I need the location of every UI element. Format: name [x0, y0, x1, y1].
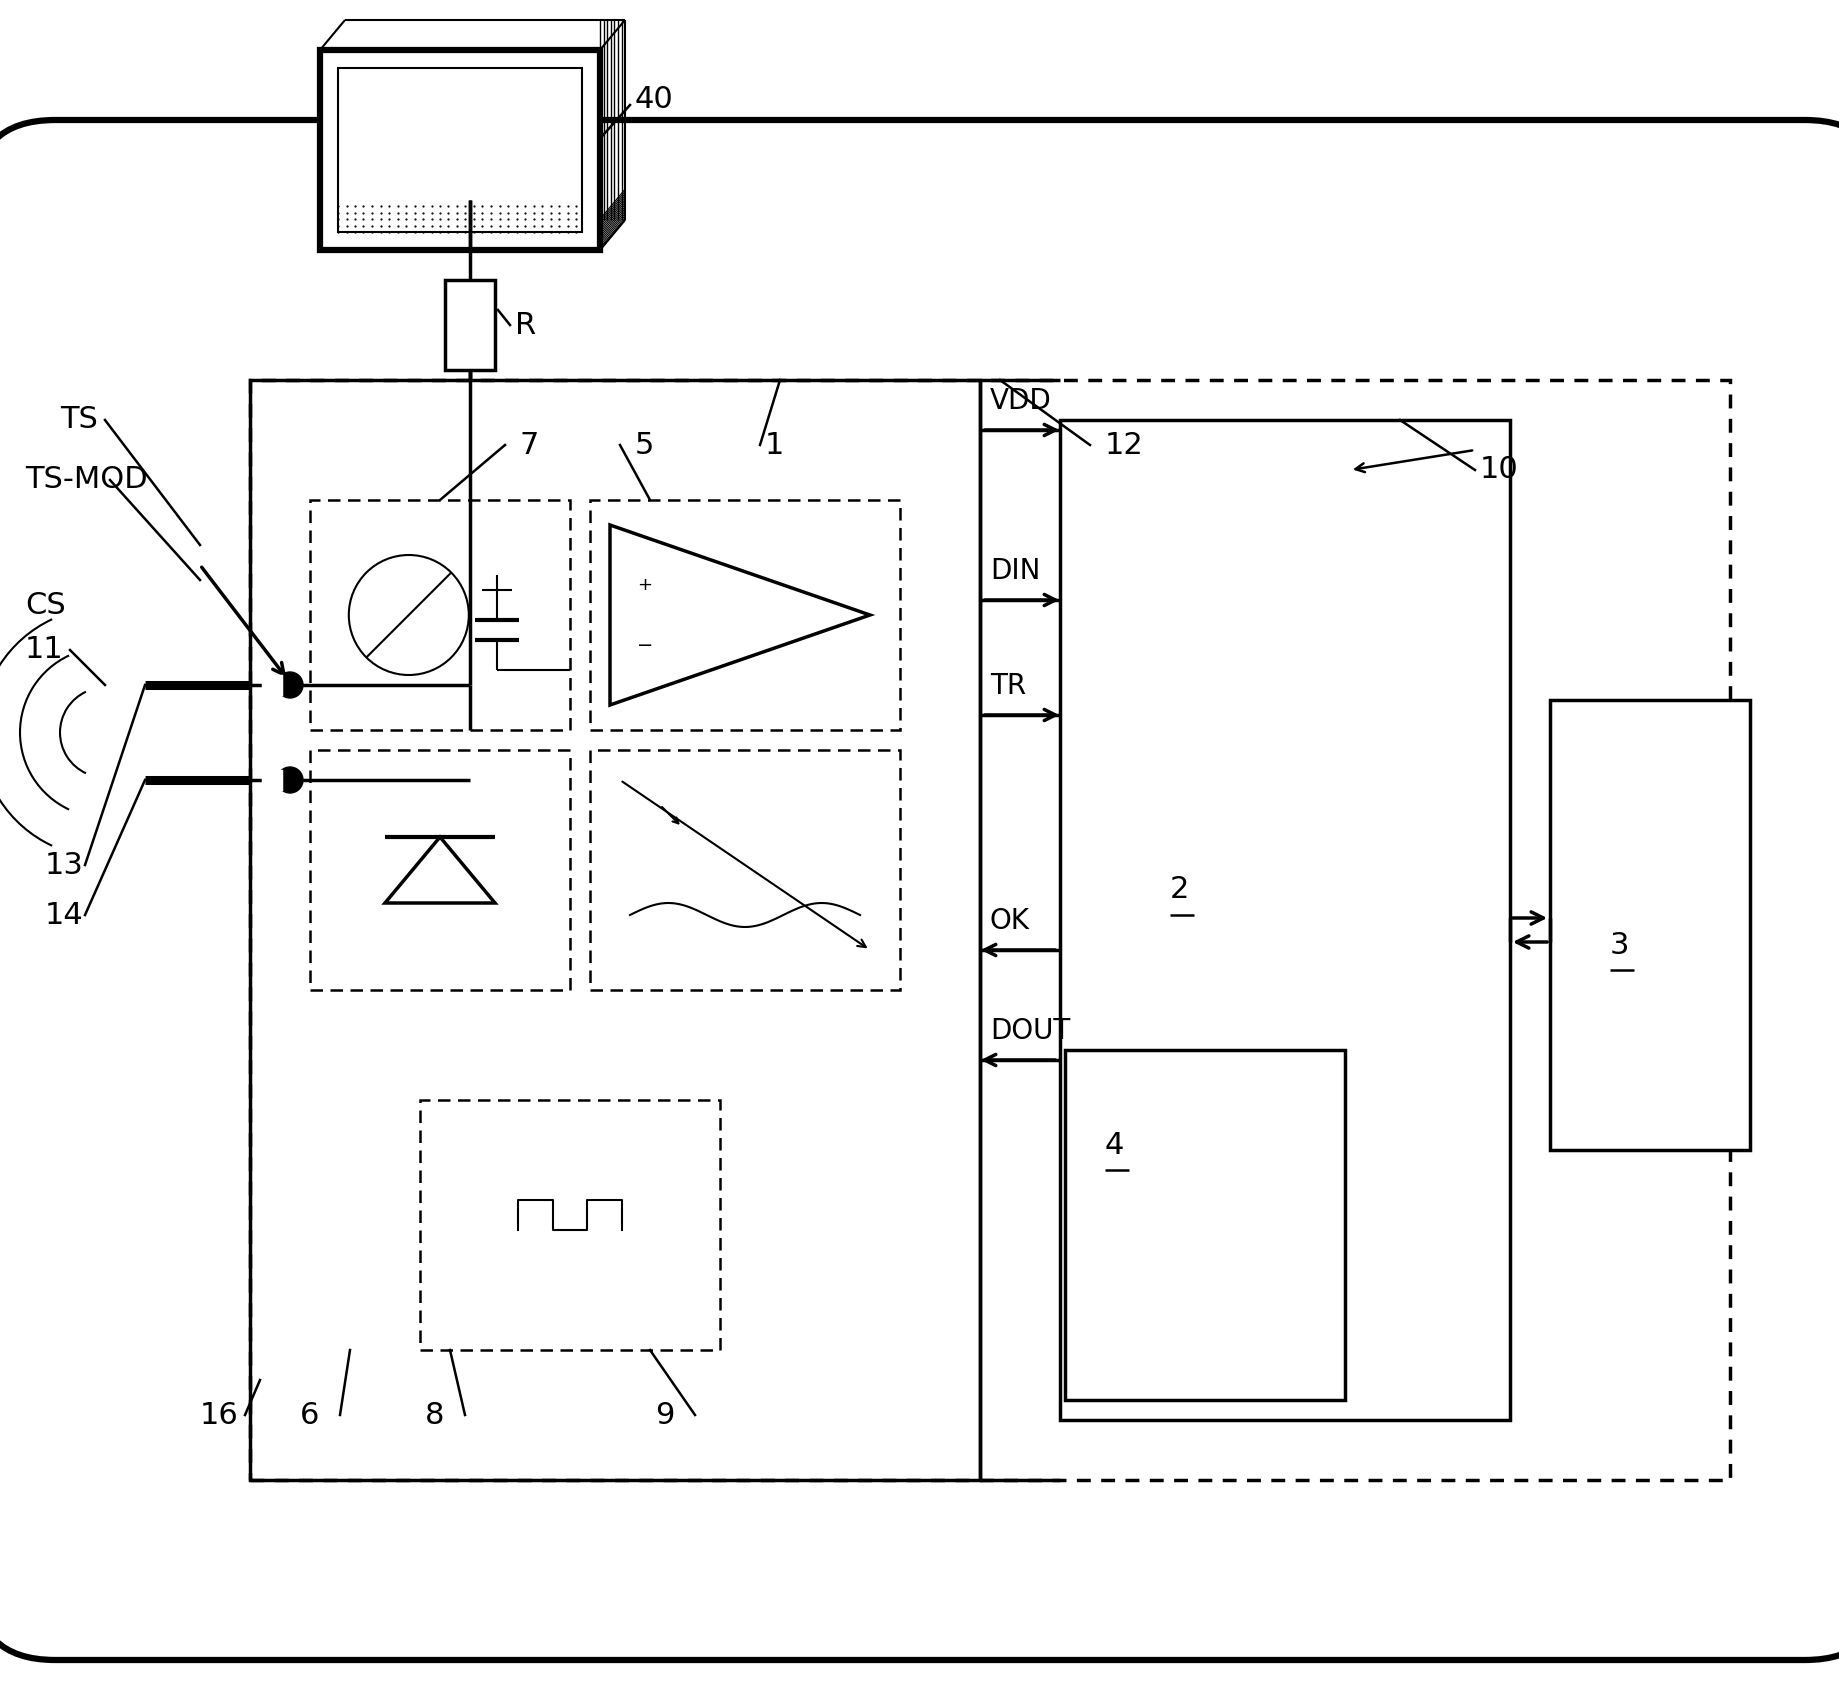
Bar — [1065, 1051, 1344, 1401]
FancyBboxPatch shape — [0, 121, 1839, 1659]
Circle shape — [349, 554, 469, 675]
Text: −: − — [636, 636, 653, 654]
Text: 10: 10 — [1480, 456, 1519, 484]
Bar — [311, 500, 570, 729]
Text: CS: CS — [26, 590, 66, 619]
Text: 12: 12 — [1105, 430, 1144, 459]
Bar — [250, 381, 980, 1481]
Bar — [311, 750, 570, 989]
Bar — [1550, 700, 1751, 1149]
Circle shape — [278, 767, 303, 792]
Text: 5: 5 — [634, 430, 655, 459]
Bar — [590, 500, 899, 729]
Bar — [419, 1100, 721, 1350]
Text: 8: 8 — [425, 1401, 445, 1430]
Text: 1: 1 — [765, 430, 785, 459]
Bar — [445, 280, 495, 371]
Text: 2: 2 — [1170, 876, 1190, 904]
Bar — [338, 68, 581, 231]
Text: +: + — [638, 576, 653, 593]
Bar — [1059, 420, 1510, 1420]
Text: TS: TS — [61, 406, 97, 435]
Text: 14: 14 — [44, 901, 85, 930]
Text: TS-MOD: TS-MOD — [26, 466, 147, 495]
Text: TR: TR — [989, 672, 1026, 700]
Text: DIN: DIN — [989, 558, 1041, 585]
Text: 40: 40 — [634, 85, 673, 114]
Bar — [250, 381, 1730, 1481]
Text: 7: 7 — [520, 430, 539, 459]
Text: 9: 9 — [655, 1401, 675, 1430]
Bar — [590, 750, 899, 989]
Text: DOUT: DOUT — [989, 1017, 1070, 1046]
Text: 11: 11 — [26, 636, 64, 665]
Text: 6: 6 — [300, 1401, 320, 1430]
Text: 4: 4 — [1105, 1130, 1124, 1159]
Text: 16: 16 — [200, 1401, 239, 1430]
Text: VDD: VDD — [989, 388, 1052, 415]
Text: 3: 3 — [1609, 930, 1629, 959]
Text: OK: OK — [989, 908, 1030, 935]
Bar — [263, 677, 281, 694]
Bar — [263, 772, 281, 789]
Text: 13: 13 — [44, 850, 85, 879]
Bar — [320, 49, 600, 250]
Text: R: R — [515, 311, 537, 340]
Circle shape — [278, 672, 303, 699]
